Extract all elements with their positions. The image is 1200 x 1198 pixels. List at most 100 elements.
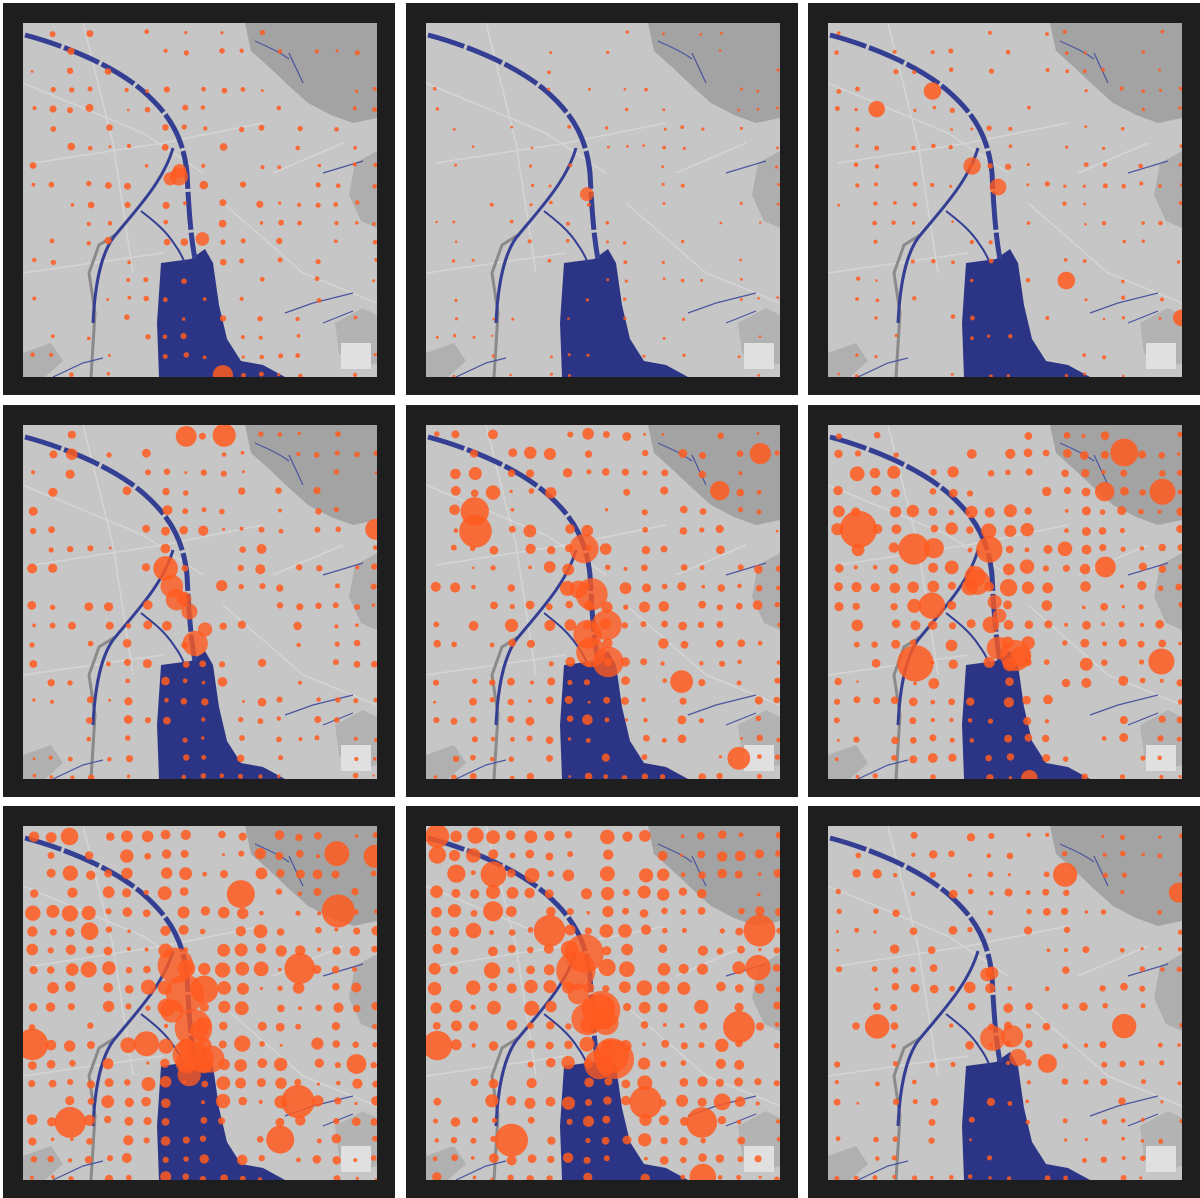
hotspot-marker [218, 907, 230, 919]
hotspot-marker [527, 640, 535, 648]
hotspot-marker [662, 678, 667, 683]
hotspot-marker [1006, 50, 1011, 55]
hotspot-marker [873, 201, 877, 205]
hotspot-marker [951, 220, 954, 223]
hotspot-marker [623, 605, 628, 610]
hotspot-marker [258, 1022, 267, 1031]
hotspot-marker [371, 1062, 377, 1068]
hotspot-marker [219, 1022, 228, 1031]
hotspot-marker [218, 677, 228, 687]
hotspot-marker [179, 925, 189, 935]
hotspot-marker [1042, 487, 1051, 496]
hotspot-marker [334, 469, 339, 474]
hotspot-marker [641, 698, 646, 703]
hotspot-marker [509, 374, 512, 377]
hotspot-marker [219, 661, 225, 667]
hotspot-marker [201, 164, 205, 168]
hotspot-marker [276, 869, 284, 877]
hotspot-marker [277, 165, 281, 169]
hotspot-marker [217, 944, 230, 957]
hotspot-marker [241, 451, 245, 455]
hotspot-marker [30, 352, 35, 357]
hotspot-marker [837, 373, 840, 376]
hotspot-marker [181, 333, 187, 339]
hotspot-marker [928, 753, 938, 763]
hotspot-marker [1139, 1176, 1142, 1179]
hotspot-marker [82, 906, 96, 920]
hotspot-marker [852, 543, 865, 556]
hotspot-marker [103, 983, 113, 993]
hotspot-marker [259, 911, 264, 916]
hotspot-marker [145, 1006, 150, 1011]
hotspot-marker [449, 850, 460, 861]
hotspot-cluster [576, 578, 608, 610]
hotspot-marker [623, 241, 626, 244]
hotspot-marker [989, 69, 994, 74]
hotspot-marker [492, 354, 495, 357]
hotspot-marker [239, 833, 247, 841]
hotspot-marker [931, 259, 935, 263]
hotspot-marker [433, 701, 436, 704]
hotspot-marker [121, 868, 132, 879]
hotspot-marker [452, 221, 455, 224]
hotspot-marker [1081, 678, 1091, 688]
hotspot-marker [924, 538, 944, 558]
hotspot-marker [544, 831, 554, 841]
hotspot-marker [158, 1039, 173, 1054]
hotspot-marker [142, 449, 151, 458]
hotspot-marker [968, 548, 973, 553]
hotspot-marker [775, 450, 780, 455]
hotspot-marker [1101, 431, 1110, 440]
hotspot-marker [296, 850, 304, 858]
hotspot-marker [1025, 620, 1034, 629]
hotspot-marker [1120, 835, 1125, 840]
hotspot-marker [259, 125, 265, 131]
hotspot-marker [776, 296, 779, 299]
hotspot-marker [103, 1001, 114, 1012]
hotspot-marker [67, 680, 72, 685]
hotspot-marker [897, 645, 933, 681]
hotspot-marker [775, 1022, 780, 1027]
hotspot-marker [681, 279, 685, 283]
hotspot-marker [469, 1021, 478, 1030]
hotspot-marker [507, 983, 517, 993]
hotspot-marker [1083, 185, 1086, 188]
hotspot-marker [670, 670, 693, 693]
hotspot-marker [1026, 278, 1031, 283]
hotspot-marker [531, 147, 534, 150]
hotspot-marker [738, 471, 742, 475]
hotspot-marker [732, 961, 745, 974]
hotspot-marker [681, 835, 685, 839]
hotspot-marker [1083, 69, 1087, 73]
hotspot-marker [737, 1120, 742, 1125]
hotspot-marker [278, 968, 282, 972]
hotspot-marker [623, 889, 630, 896]
hotspot-marker [875, 279, 878, 282]
hotspot-marker [718, 1175, 723, 1180]
hotspot-marker [545, 853, 553, 861]
hotspot-marker [660, 661, 664, 665]
hotspot-marker [334, 239, 338, 243]
hotspot-marker [737, 1156, 743, 1162]
hotspot-marker [81, 922, 99, 940]
hotspot-marker [700, 1138, 706, 1144]
hotspot-marker [1000, 579, 1017, 596]
hotspot-marker [144, 853, 151, 860]
hotspot-marker [353, 698, 358, 703]
hotspot-marker [855, 353, 858, 356]
hotspot-marker [435, 221, 438, 224]
map-panel-6 [808, 405, 1200, 797]
hotspot-marker [949, 890, 958, 899]
hotspot-marker [260, 987, 263, 990]
hotspot-marker [85, 851, 93, 859]
hotspot-marker [1138, 641, 1145, 648]
hotspot-marker [717, 948, 724, 955]
hotspot-marker [698, 1042, 704, 1048]
hotspot-marker [1063, 30, 1067, 34]
hotspot-marker [202, 681, 206, 685]
hotspot-marker [50, 929, 57, 936]
hotspot-marker [49, 353, 53, 357]
hotspot-marker [930, 985, 939, 994]
hotspot-marker [87, 696, 94, 703]
hotspot-marker [127, 947, 131, 951]
